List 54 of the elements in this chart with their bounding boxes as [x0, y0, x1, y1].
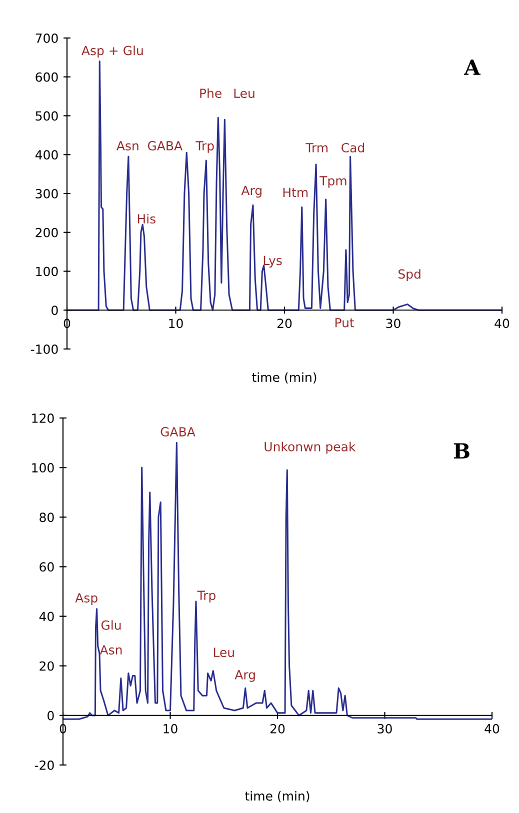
y-tick-label: 60 [40, 562, 54, 572]
y-tick-label: 400 [35, 150, 58, 160]
annotation: Asp + Glu [82, 46, 143, 58]
annotation: Phe [200, 88, 222, 98]
y-tick-label: 80 [40, 512, 54, 522]
y-tick-label: -100 [30, 344, 58, 354]
annotation: GABA [160, 427, 196, 436]
x-tick-label: 40 [494, 318, 510, 328]
y-tick-label: -20 [34, 760, 54, 770]
annotation: B [454, 443, 470, 458]
y-tick-label: 0 [52, 306, 58, 316]
annotation: Lys [264, 256, 282, 268]
y-tick-label: 100 [32, 463, 54, 472]
x-tick-label: 30 [378, 724, 392, 734]
annotation: Leu [214, 648, 234, 658]
x-tick-label: 30 [386, 318, 400, 328]
x-tick-label: 20 [277, 318, 292, 328]
annotation: Cad [342, 142, 364, 152]
x-axis-title: time (min) [245, 791, 310, 802]
annotation: GABA [148, 141, 182, 150]
x-tick-label: 10 [169, 318, 183, 328]
y-tick-label: 500 [36, 111, 58, 121]
y-tick-label: 40 [39, 612, 54, 622]
annotation: Tpm [320, 176, 346, 188]
x-tick-label: 10 [164, 724, 178, 734]
y-tick-label: 700 [36, 33, 58, 43]
annotation: Trm [306, 143, 328, 152]
annotation: Glu [101, 620, 121, 630]
annotation: Asp [75, 593, 98, 605]
y-tick-label: 120 [32, 413, 54, 423]
line-series [63, 442, 492, 720]
annotation: Spd [398, 269, 420, 282]
y-tick-label: 20 [40, 661, 54, 671]
annotation: Asn [116, 141, 138, 150]
x-tick-label: 20 [270, 724, 285, 734]
annotation: Arg [234, 670, 255, 682]
annotation: Asn [100, 645, 122, 655]
annotation: Put [335, 318, 354, 328]
y-tick-label: 200 [36, 228, 58, 238]
x-axis-title: time (min) [252, 372, 316, 384]
annotation: Trp [197, 590, 216, 603]
annotation: Leu [234, 88, 254, 98]
annotation: Trp [196, 141, 214, 153]
annotation: His [138, 214, 156, 224]
y-tick-label: 600 [36, 72, 58, 82]
line-series [67, 60, 502, 311]
annotation: A [464, 60, 480, 75]
x-tick-label: 40 [484, 724, 500, 734]
annotation: Htm [283, 188, 308, 197]
annotation: Unkonwn peak [264, 442, 356, 454]
annotation: Arg [241, 186, 262, 198]
y-tick-label: 0 [48, 710, 54, 720]
y-tick-label: 100 [36, 266, 58, 276]
y-tick-label: 300 [36, 188, 58, 198]
